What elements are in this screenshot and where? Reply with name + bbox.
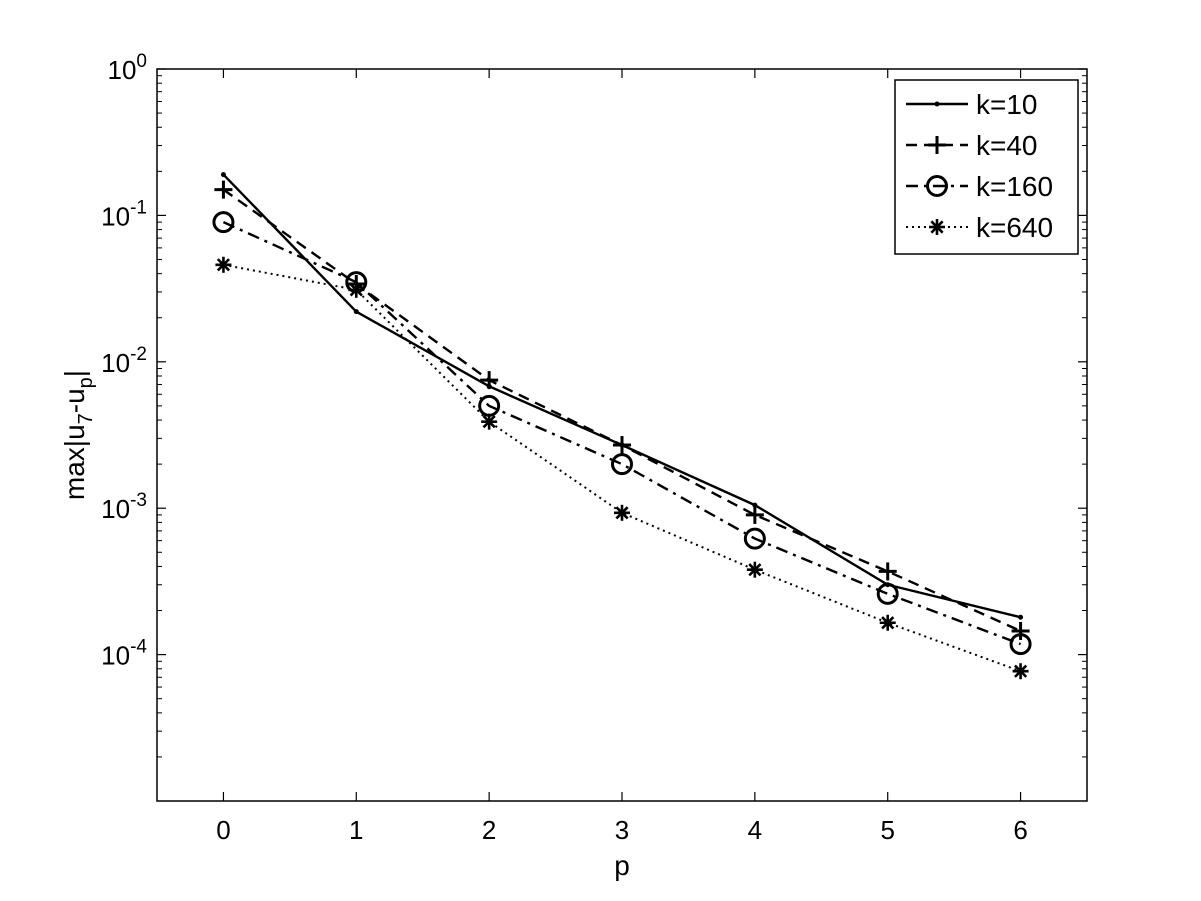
data-point: [746, 561, 763, 578]
axis-ticks: 0 1 2 3 4 5 6 10-4 10-3 10-2 10-1 100: [101, 51, 1087, 845]
data-point: [1012, 663, 1029, 680]
x-tick-label: 4: [748, 815, 762, 845]
data-point: [214, 180, 233, 199]
data-point: [348, 281, 365, 298]
x-tick-label: 3: [615, 815, 629, 845]
data-point: [1018, 614, 1024, 620]
legend-marker: [934, 101, 940, 107]
y-axis-label: max|u7-up|: [59, 370, 97, 500]
y-tick-label: 10-4: [101, 637, 147, 671]
legend: k=10 k=40 k=160 k=640: [894, 79, 1079, 255]
data-point: [745, 505, 764, 524]
data-point: [480, 371, 499, 390]
data-point: [879, 614, 896, 631]
data-point: [220, 172, 226, 178]
data-point: [353, 309, 359, 315]
data-point: [481, 413, 498, 430]
data-point: [743, 527, 766, 550]
legend-label: k=160: [976, 171, 1053, 202]
legend-label: k=640: [976, 212, 1053, 243]
data-point: [613, 436, 631, 455]
x-tick-label: 1: [349, 815, 363, 845]
x-tick-label: 2: [482, 815, 496, 845]
x-tick-label: 0: [216, 815, 230, 845]
x-axis-label: p: [614, 850, 630, 881]
y-tick-label: 100: [108, 51, 148, 85]
data-point: [614, 504, 630, 521]
legend-box: [894, 79, 1079, 255]
legend-marker: [926, 175, 948, 197]
series-group: [212, 172, 1032, 680]
x-tick-label: 5: [880, 815, 894, 845]
legend-label: k=10: [976, 89, 1038, 120]
y-tick-label: 10-2: [101, 344, 147, 378]
y-tick-label: 10-1: [101, 197, 147, 231]
data-point: [1009, 633, 1032, 656]
y-tick-label: 10-3: [101, 490, 147, 524]
data-point: [1011, 621, 1030, 640]
data-point: [212, 211, 235, 234]
series-k-640: [215, 256, 1029, 680]
x-tick-label: 6: [1013, 815, 1027, 845]
legend-marker: [928, 136, 946, 154]
data-point: [876, 582, 899, 605]
data-point: [611, 453, 633, 476]
legend-marker: [929, 219, 945, 235]
data-point: [878, 562, 897, 581]
data-point: [215, 256, 232, 273]
legend-label: k=40: [976, 130, 1038, 161]
